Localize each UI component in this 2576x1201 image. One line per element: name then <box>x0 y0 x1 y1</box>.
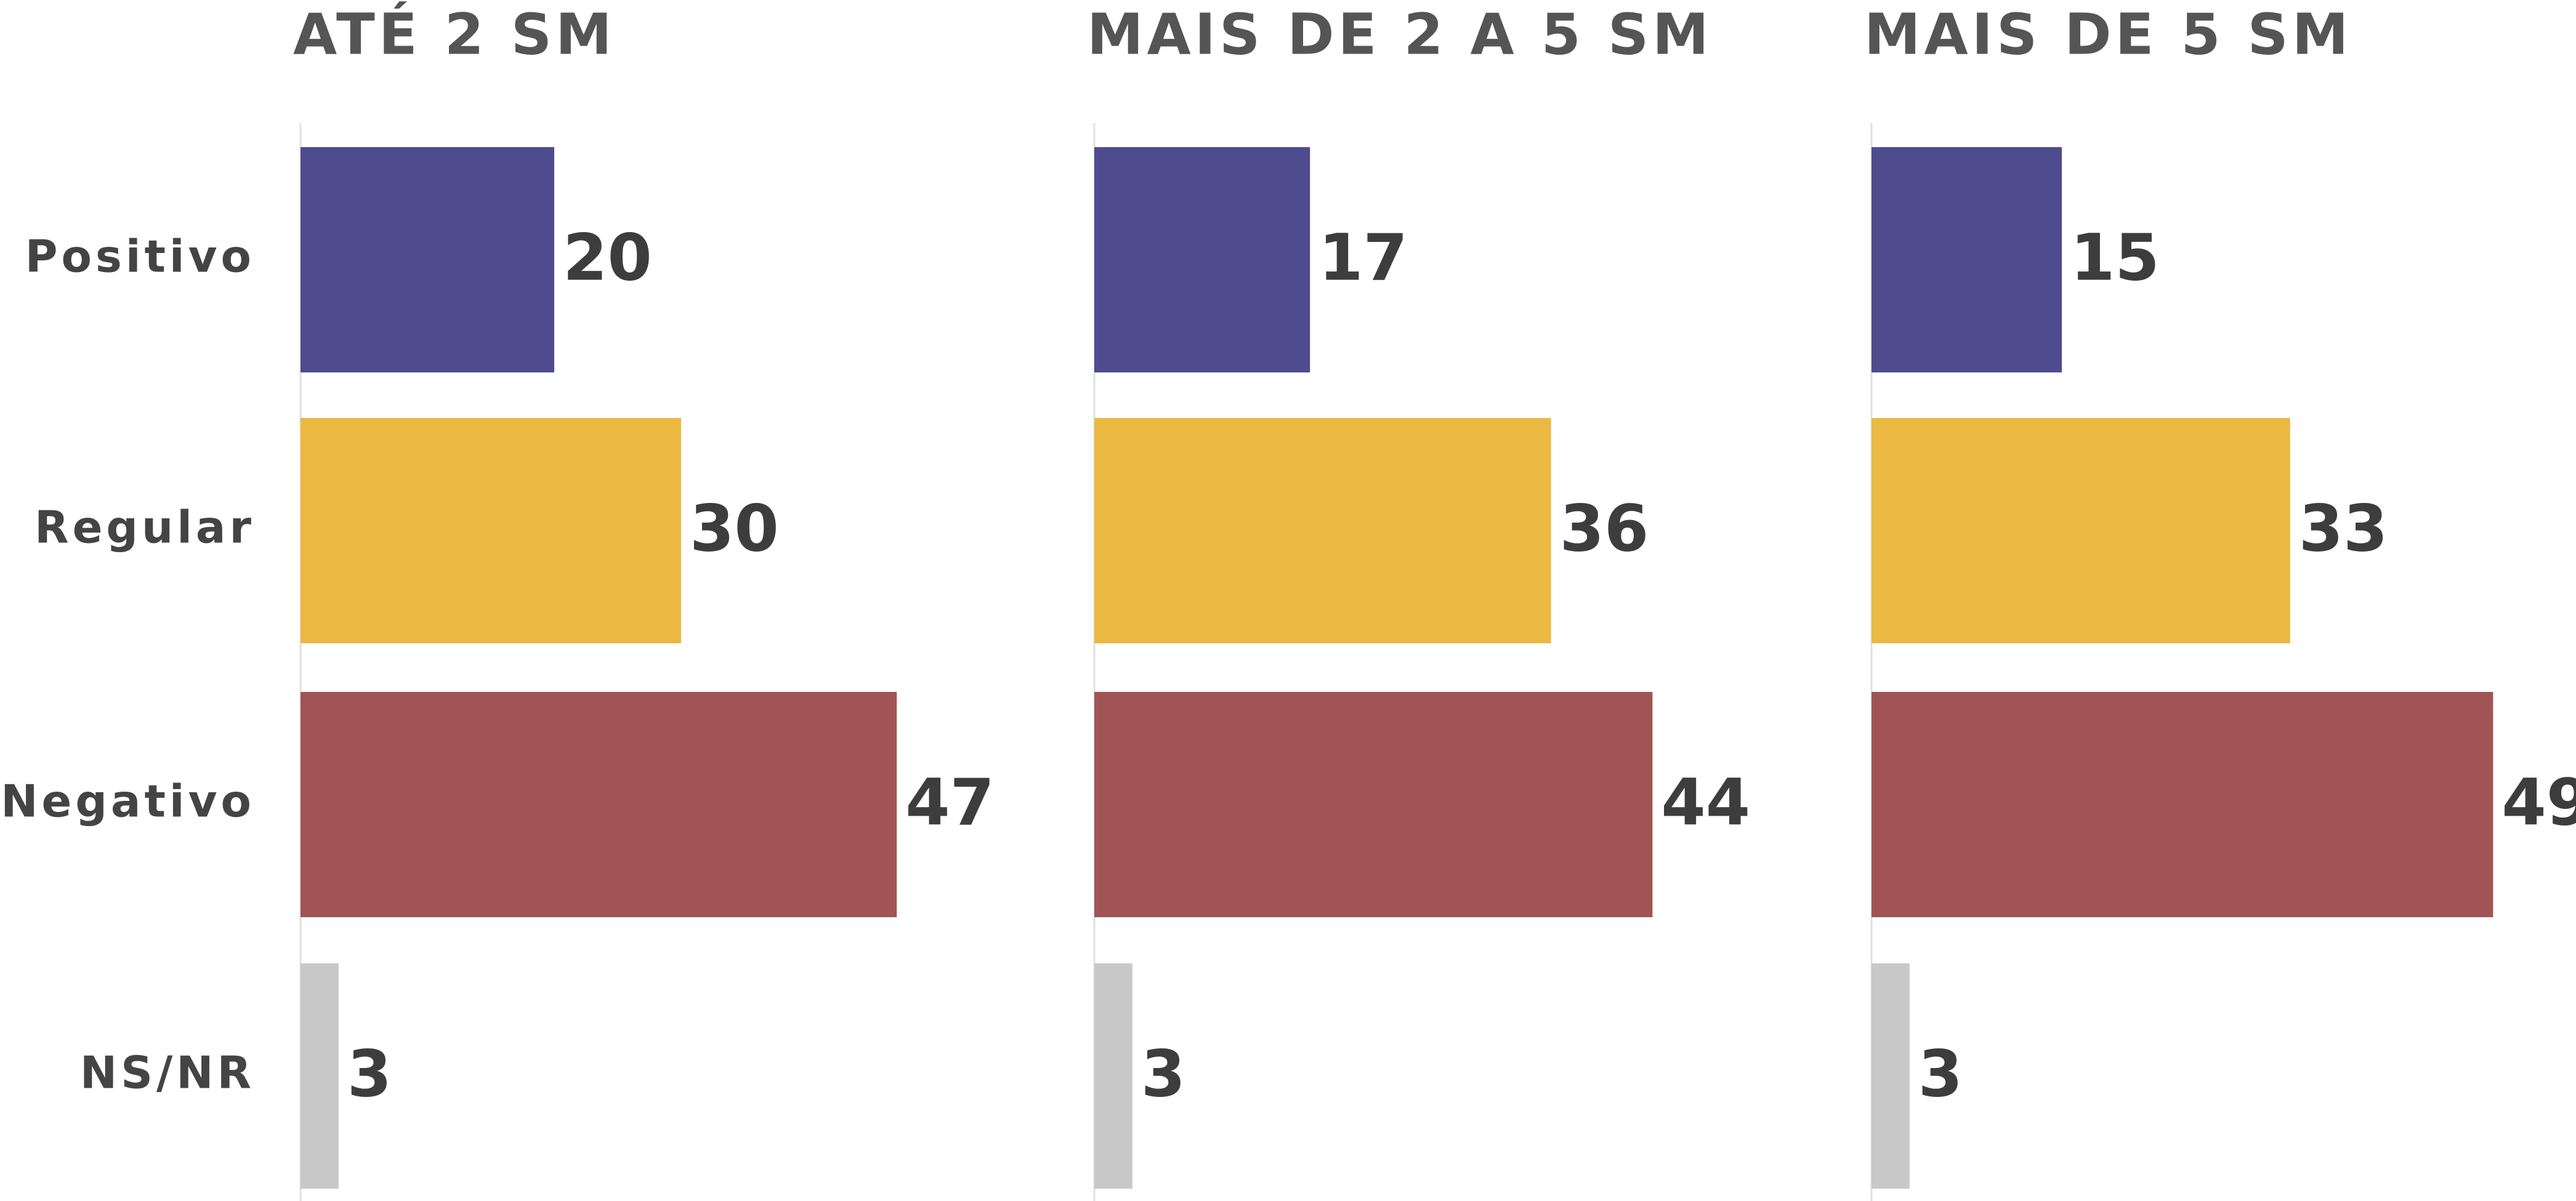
bar <box>1094 418 1551 643</box>
value-label: 20 <box>563 220 652 295</box>
panel-title: MAIS DE 5 SM <box>1864 1 2352 67</box>
bar <box>1094 963 1133 1189</box>
value-label: 3 <box>1918 1036 1963 1111</box>
bar <box>301 418 681 643</box>
bar <box>1871 963 1910 1189</box>
bar <box>1871 147 2062 372</box>
value-label: 49 <box>2501 765 2576 840</box>
value-label: 44 <box>1661 765 1750 840</box>
value-label: 30 <box>690 491 779 566</box>
category-label: Positivo <box>25 231 255 283</box>
value-label: 3 <box>347 1036 392 1111</box>
bar <box>1094 147 1310 372</box>
category-label: NS/NR <box>80 1047 255 1099</box>
bar <box>301 692 897 917</box>
bar <box>301 147 554 372</box>
panel-title: MAIS DE 2 A 5 SM <box>1087 1 1713 67</box>
panel-title: ATÉ 2 SM <box>293 1 616 67</box>
bar <box>1871 692 2493 917</box>
value-label: 36 <box>1560 491 1649 566</box>
value-label: 17 <box>1318 220 1408 295</box>
value-label: 3 <box>1141 1036 1185 1111</box>
value-label: 47 <box>905 765 995 840</box>
value-label: 33 <box>2299 491 2388 566</box>
bar <box>301 963 339 1189</box>
category-label: Regular <box>34 502 255 553</box>
value-label: 15 <box>2070 220 2160 295</box>
bar <box>1871 418 2290 643</box>
bar <box>1094 692 1653 917</box>
category-label: Negativo <box>1 776 255 827</box>
